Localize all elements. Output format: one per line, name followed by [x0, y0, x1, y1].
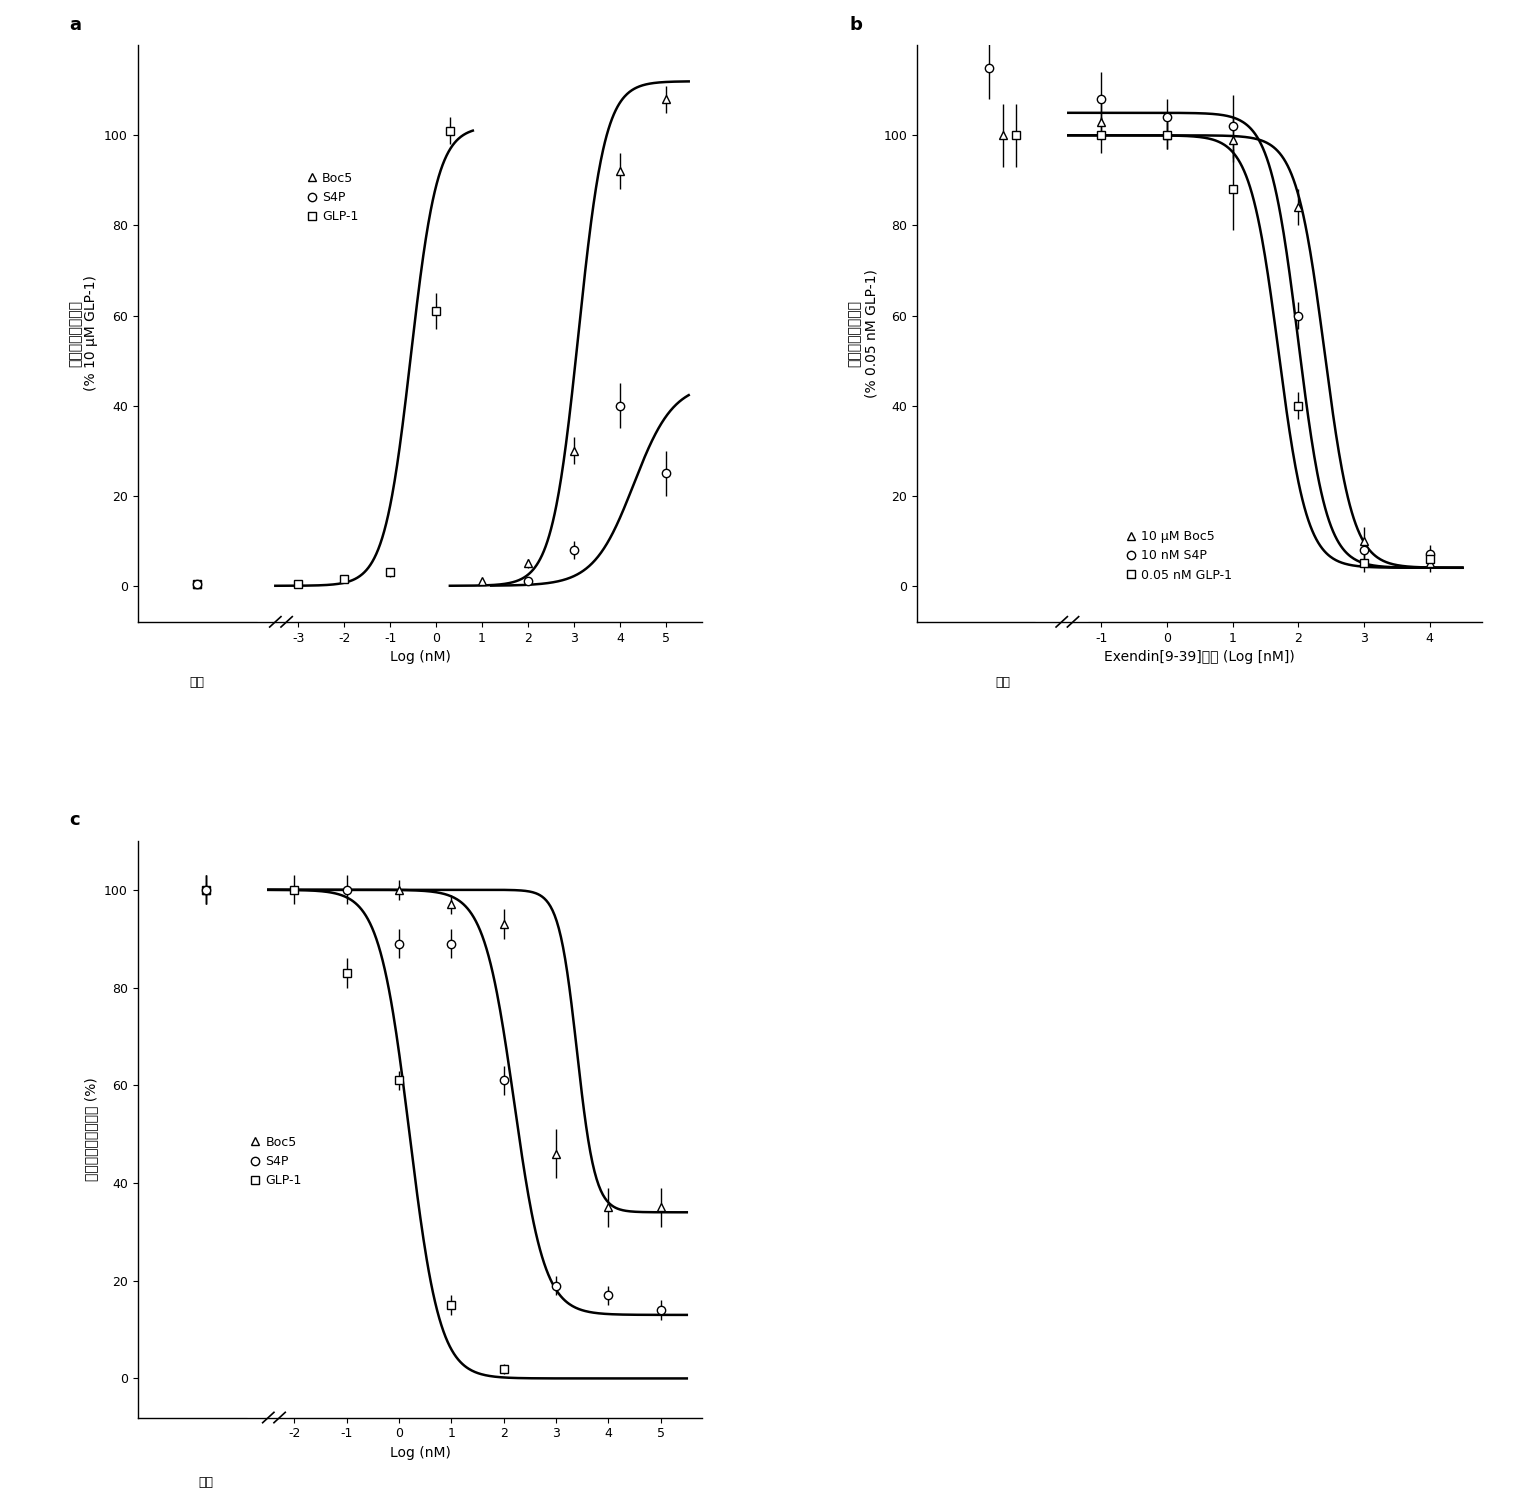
X-axis label: Log (nM): Log (nM): [390, 650, 451, 664]
Legend: 10 μM Boc5, 10 nM S4P, 0.05 nM GLP-1: 10 μM Boc5, 10 nM S4P, 0.05 nM GLP-1: [1122, 525, 1238, 587]
Legend: Boc5, S4P, GLP-1: Boc5, S4P, GLP-1: [246, 1131, 307, 1193]
Text: 空白: 空白: [189, 676, 205, 689]
Y-axis label: 报告基因相对活性
(% 10 μM GLP-1): 报告基因相对活性 (% 10 μM GLP-1): [69, 276, 98, 392]
Y-axis label: 受体竞争性结合分比 (%): 受体竞争性结合分比 (%): [84, 1077, 98, 1181]
Text: c: c: [70, 811, 81, 829]
X-axis label: Log (nM): Log (nM): [390, 1446, 451, 1460]
Legend: Boc5, S4P, GLP-1: Boc5, S4P, GLP-1: [303, 167, 364, 228]
X-axis label: Exendin[9-39]浓度 (Log [nM]): Exendin[9-39]浓度 (Log [nM]): [1105, 650, 1296, 664]
Text: a: a: [70, 15, 81, 33]
Y-axis label: 报告基因相对活性
(% 0.05 nM GLP-1): 报告基因相对活性 (% 0.05 nM GLP-1): [848, 268, 879, 398]
Text: 空白: 空白: [995, 676, 1010, 689]
Text: 空白: 空白: [199, 1476, 212, 1490]
Text: b: b: [850, 15, 862, 33]
